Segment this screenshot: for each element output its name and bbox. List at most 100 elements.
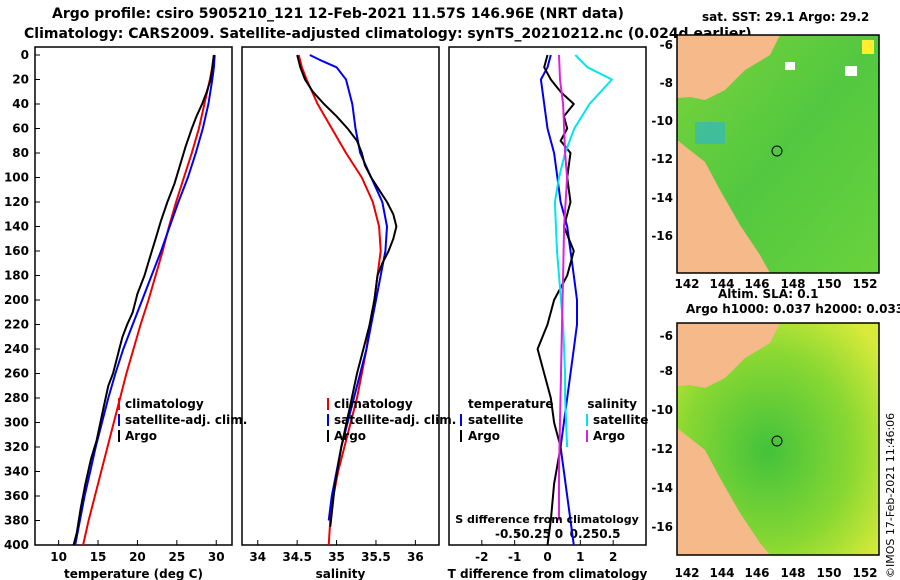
sst-map-ytick: -14 [651,191,673,205]
sla-map-xtick: 142 [674,566,699,580]
depth-tick-label: 220 [4,318,29,332]
legend-satellite-swatch [327,414,329,426]
sst-map [676,34,880,274]
sst-map-ytick: -8 [660,76,673,90]
s-diff-tick-label: 0.25 [570,527,600,541]
temperature-panel: 10 15 20 25 30 temperature (deg C) [50,54,225,580]
x-tick-label: -2 [475,550,488,564]
sst-cloud-gap [845,66,857,76]
sla-map-xtick: 152 [852,566,877,580]
sla-map-ytick: -10 [651,403,673,417]
sla-map-title-2: Argo h1000: 0.037 h2000: 0.033 [686,302,900,316]
legend-climatology-swatch [118,398,120,410]
title-line-2: Climatology: CARS2009. Satellite-adjuste… [24,26,752,42]
series-line-temperature-argo [536,54,575,545]
x-axis-label: T difference from climatology [448,567,648,580]
legend-sal-satellite-swatch [586,414,588,426]
sla-map-ytick: -14 [651,481,673,495]
sst-cloud-gap [785,62,795,70]
depth-tick-label: 400 [4,538,29,552]
legend-satellite-swatch [118,414,120,426]
s-diff-tick-label: 0.5 [599,527,620,541]
salinity-panel-frame [241,46,440,546]
sst-map-ytick: -10 [651,114,673,128]
series-line-satellite-adj-clim- [74,54,216,545]
series-line-argo [296,54,398,527]
legend-argo-label: Argo [125,429,157,443]
australia-land [677,140,770,273]
legend-climatology-label: climatology [334,397,413,411]
legend-argo-swatch [327,430,329,442]
sla-map-xtick: 150 [816,566,841,580]
depth-tick-label: 160 [4,244,29,258]
sst-map-ytick: -12 [651,152,673,166]
png-land [677,323,780,388]
x-axis-label: temperature (deg C) [64,567,203,580]
x-tick-label: 20 [129,550,146,564]
depth-tick-label: 200 [4,293,29,307]
legend-satellite-label: satellite-adj. clim. [125,413,247,427]
x-tick-label: 10 [50,550,67,564]
sla-map-xtick: 148 [780,566,805,580]
australia-land [677,428,770,555]
sst-map-ytick: -16 [651,229,673,243]
sla-map-title-1: Altim. SLA: 0.1 [718,287,819,301]
legend-argo-swatch [118,430,120,442]
salinity-legend: climatology satellite-adj. clim. Argo [327,397,456,443]
depth-tick-label: 40 [12,97,29,111]
legend-temp-satellite-label: satellite [468,413,523,427]
sla-map-ytick: -8 [660,364,673,378]
sla-map-ytick: -6 [660,329,673,343]
salinity-panel: 34 34.5 35 35.5 36 salinity [249,54,424,580]
legend-argo-label: Argo [334,429,366,443]
map-axes: 142 144 146 148 150 152 -6 -8 -10 -12 -1… [651,38,877,580]
series-line-climatology [82,54,215,545]
sst-map-xtick: 150 [816,277,841,291]
depth-tick-label: 260 [4,367,29,381]
depth-tick-label: 380 [4,514,29,528]
depth-tick-label: 0 [21,48,29,62]
series-line-argo [72,54,215,545]
sla-map-frame [676,322,880,556]
series-line-salinity-argo [558,54,569,521]
sst-cool-patch [695,122,725,144]
sla-map-ytick: -16 [651,520,673,534]
legend-climatology-swatch [327,398,329,410]
argo-location-marker [771,145,783,157]
legend-salinity-title: salinity [587,397,637,411]
depth-tick-label: 180 [4,269,29,283]
depth-tick-label: 240 [4,342,29,356]
x-tick-label: 15 [90,550,107,564]
s-diff-tick-label: -0.5 [495,527,521,541]
temperature-panel-frame [34,46,233,546]
legend-sal-argo-swatch [586,430,588,442]
depth-tick-label: 360 [4,489,29,503]
depth-tick-label: 280 [4,391,29,405]
x-tick-label: 2 [609,550,617,564]
depth-tick-label: 80 [12,146,29,160]
depth-tick-label: 100 [4,171,29,185]
depth-tick-label: 120 [4,195,29,209]
series-line-salinity-satellite [553,54,613,448]
sla-map-ytick: -12 [651,442,673,456]
depth-axis: 0 20 40 60 80 100 120 140 160 180 200 220 240 260 280 3… [4,48,40,552]
depth-tick-label: 300 [4,416,29,430]
sst-map-ytick: -6 [660,38,673,52]
x-tick-label: 34 [249,550,266,564]
legend-temperature-title: temperature [468,397,553,411]
series-line-temperature-satellite [539,54,578,545]
sst-map-frame [676,34,880,274]
s-difference-axis-label: S difference from climatology [455,513,639,526]
depth-tick-label: 60 [12,122,29,136]
series-line-climatology [297,54,382,545]
sst-warm-patch [862,40,874,54]
s-diff-tick-label: -0.25 [516,527,551,541]
sst-map-xtick: 148 [780,277,805,291]
title-line-1: Argo profile: csiro 5905210_121 12-Feb-2… [52,6,624,22]
s-diff-tick-label: 0 [555,527,563,541]
x-tick-label: 36 [407,550,424,564]
png-land [677,35,780,100]
sla-map-xtick: 146 [744,566,769,580]
legend-climatology-label: climatology [125,397,204,411]
x-tick-label: 35 [328,550,345,564]
